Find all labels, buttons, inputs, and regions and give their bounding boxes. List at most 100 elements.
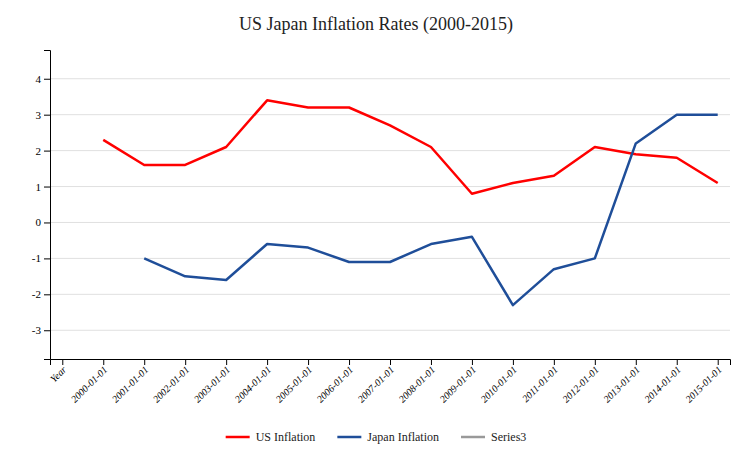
x-axis-line [51, 360, 731, 366]
x-tick: 2009-01-01 [437, 359, 478, 405]
x-tick-mark [185, 359, 186, 365]
x-tick: 2003-01-01 [192, 359, 233, 405]
x-axis: Year2000-01-012001-01-012002-01-012003-0… [48, 359, 731, 405]
legend-swatch [226, 436, 250, 439]
y-tick-label: 1 [36, 181, 42, 193]
x-tick: 2001-01-01 [110, 359, 151, 405]
y-tick-label: -1 [32, 252, 41, 264]
y-tick-label: 3 [36, 109, 42, 121]
x-tick-label: 2004-01-01 [232, 364, 273, 405]
y-tick-mark [44, 187, 50, 188]
grid-line [50, 330, 730, 331]
x-tick: 2000-01-01 [69, 359, 110, 405]
legend-label: US Inflation [256, 430, 316, 444]
legend-label: Japan Inflation [367, 430, 439, 444]
x-tick-mark [349, 359, 350, 365]
x-tick: 2008-01-01 [396, 359, 437, 405]
x-tick: 2012-01-01 [560, 359, 601, 405]
grid-line [50, 222, 730, 223]
legend-item: US Inflation [226, 430, 316, 444]
x-tick-mark [431, 359, 432, 365]
x-tick-label: 2008-01-01 [396, 364, 437, 405]
legend: US Inflation Japan Inflation Series3 [226, 430, 527, 444]
y-tick: -3 [32, 324, 50, 336]
y-tick: 1 [36, 181, 51, 193]
y-tick-mark [44, 222, 50, 223]
x-tick-label: 2005-01-01 [273, 364, 314, 405]
grid-line [50, 186, 730, 187]
x-tick: 2014-01-01 [642, 359, 683, 405]
x-tick-mark [677, 359, 678, 365]
x-tick-mark [308, 359, 309, 365]
y-tick-label: -2 [32, 288, 41, 300]
grid [50, 79, 730, 331]
x-tick-label: 2001-01-01 [110, 364, 151, 405]
y-tick-label: 2 [36, 145, 42, 157]
y-tick: 4 [36, 73, 51, 85]
series-line [103, 100, 717, 193]
x-tick-label: 2014-01-01 [642, 364, 683, 405]
y-tick-mark [44, 115, 50, 116]
x-tick-label: 2012-01-01 [560, 364, 601, 405]
x-tick-label: 2003-01-01 [192, 364, 233, 405]
x-tick-mark [390, 359, 391, 365]
grid-line [50, 78, 730, 79]
y-tick-label: -3 [32, 324, 42, 336]
chart: -3 -2 -1 0 1 2 3 4 Year2000-01-012001-01-012002-… [0, 0, 752, 451]
legend-label: Series3 [491, 430, 526, 444]
grid-line [50, 258, 730, 259]
grid-line [50, 294, 730, 295]
y-tick-mark [44, 294, 50, 295]
x-tick: 2011-01-01 [520, 359, 560, 404]
grid-line [50, 150, 730, 151]
x-tick-label: 2007-01-01 [355, 364, 396, 405]
y-tick-mark [44, 79, 50, 80]
y-tick-label: 0 [36, 216, 42, 228]
y-tick-mark [44, 330, 50, 331]
y-axis-line [44, 51, 51, 360]
legend-item: Japan Inflation [337, 430, 439, 444]
x-tick-mark [595, 359, 596, 365]
x-tick-mark [513, 359, 514, 365]
x-tick: Year [48, 359, 69, 384]
y-tick: 0 [36, 216, 51, 228]
x-tick-label: 2011-01-01 [520, 364, 560, 404]
x-tick-mark [636, 359, 637, 365]
legend-item: Series3 [461, 430, 526, 444]
x-tick-mark [62, 359, 63, 365]
y-tick-label: 4 [36, 73, 42, 85]
y-tick: 3 [36, 109, 51, 121]
x-tick: 2015-01-01 [683, 359, 724, 405]
x-tick-mark [144, 359, 145, 365]
x-tick: 2010-01-01 [478, 359, 519, 405]
x-tick: 2013-01-01 [601, 359, 642, 405]
x-tick-mark [718, 359, 719, 365]
legend-swatch [461, 436, 485, 439]
x-tick-label: 2006-01-01 [314, 364, 355, 405]
x-tick: 2005-01-01 [273, 359, 314, 405]
y-tick-mark [44, 151, 50, 152]
title: US Japan Inflation Rates (2000-2015) [239, 14, 513, 35]
y-tick-mark [44, 258, 50, 259]
x-tick-mark [103, 359, 104, 365]
y-tick: 2 [36, 145, 51, 157]
x-tick-mark [554, 359, 555, 365]
x-tick-label: 2013-01-01 [601, 364, 642, 405]
series-line [144, 115, 717, 305]
y-axis: -3 -2 -1 0 1 2 3 4 [32, 51, 51, 360]
x-tick-label: 2000-01-01 [69, 364, 110, 405]
y-tick: -1 [32, 252, 50, 264]
x-tick: 2007-01-01 [355, 359, 396, 405]
x-tick-label: 2010-01-01 [478, 364, 519, 405]
x-tick-label: 2009-01-01 [437, 364, 478, 405]
legend-swatch [337, 436, 361, 439]
x-tick-mark [267, 359, 268, 365]
x-tick-label: 2015-01-01 [683, 364, 724, 405]
lines [103, 100, 717, 305]
plot: -3 -2 -1 0 1 2 3 4 Year2000-01-012001-01-012002-… [32, 51, 731, 405]
grid-line [50, 114, 730, 115]
x-tick: 2004-01-01 [232, 359, 273, 405]
x-tick: 2002-01-01 [151, 359, 192, 405]
x-tick-mark [226, 359, 227, 365]
x-tick-mark [472, 359, 473, 365]
